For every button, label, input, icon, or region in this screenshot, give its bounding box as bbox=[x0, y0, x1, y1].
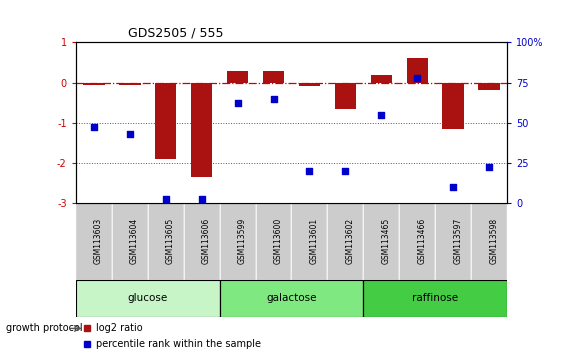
Bar bbox=[363, 202, 399, 280]
Point bbox=[448, 184, 458, 189]
Point bbox=[89, 125, 99, 130]
Bar bbox=[406, 58, 428, 82]
Bar bbox=[292, 202, 328, 280]
Text: glucose: glucose bbox=[128, 293, 168, 303]
Bar bbox=[112, 202, 147, 280]
Bar bbox=[255, 202, 292, 280]
Text: GSM113465: GSM113465 bbox=[381, 218, 391, 264]
Text: GSM113598: GSM113598 bbox=[489, 218, 498, 264]
Point bbox=[233, 101, 242, 106]
Bar bbox=[335, 82, 356, 109]
Bar bbox=[471, 202, 507, 280]
Text: GDS2505 / 555: GDS2505 / 555 bbox=[128, 27, 223, 40]
Text: GSM113603: GSM113603 bbox=[94, 218, 103, 264]
Point bbox=[197, 196, 206, 202]
Bar bbox=[399, 202, 436, 280]
Bar bbox=[119, 82, 141, 85]
Bar bbox=[227, 70, 248, 82]
Bar bbox=[328, 202, 363, 280]
Text: log2 ratio: log2 ratio bbox=[96, 324, 143, 333]
Bar bbox=[220, 202, 255, 280]
Point bbox=[377, 112, 386, 118]
Point bbox=[125, 131, 134, 137]
Text: GSM113601: GSM113601 bbox=[310, 218, 318, 264]
Bar bbox=[363, 280, 507, 316]
Text: percentile rank within the sample: percentile rank within the sample bbox=[96, 339, 261, 349]
Bar bbox=[191, 82, 212, 177]
Text: GSM113597: GSM113597 bbox=[453, 218, 462, 264]
Bar bbox=[479, 82, 500, 90]
Text: GSM113599: GSM113599 bbox=[238, 218, 247, 264]
Bar bbox=[263, 71, 285, 82]
Bar bbox=[76, 280, 220, 316]
Point bbox=[305, 168, 314, 173]
Bar bbox=[442, 82, 464, 129]
Bar bbox=[371, 74, 392, 82]
Text: GSM113602: GSM113602 bbox=[345, 218, 354, 264]
Bar bbox=[147, 202, 184, 280]
Point bbox=[340, 168, 350, 173]
Point bbox=[484, 165, 494, 170]
Text: GSM113600: GSM113600 bbox=[273, 218, 283, 264]
Text: growth protocol: growth protocol bbox=[6, 324, 82, 333]
Bar bbox=[298, 82, 320, 86]
Point bbox=[161, 196, 170, 202]
Text: GSM113604: GSM113604 bbox=[129, 218, 139, 264]
Text: GSM113605: GSM113605 bbox=[166, 218, 175, 264]
Point bbox=[269, 96, 278, 101]
Bar bbox=[83, 82, 104, 85]
Text: GSM113466: GSM113466 bbox=[417, 218, 426, 264]
Bar bbox=[155, 82, 177, 159]
Text: galactose: galactose bbox=[266, 293, 317, 303]
Bar bbox=[184, 202, 220, 280]
Bar bbox=[220, 280, 363, 316]
Point bbox=[413, 75, 422, 81]
Text: GSM113606: GSM113606 bbox=[202, 218, 210, 264]
Text: raffinose: raffinose bbox=[412, 293, 458, 303]
Bar bbox=[76, 202, 112, 280]
Bar bbox=[436, 202, 471, 280]
